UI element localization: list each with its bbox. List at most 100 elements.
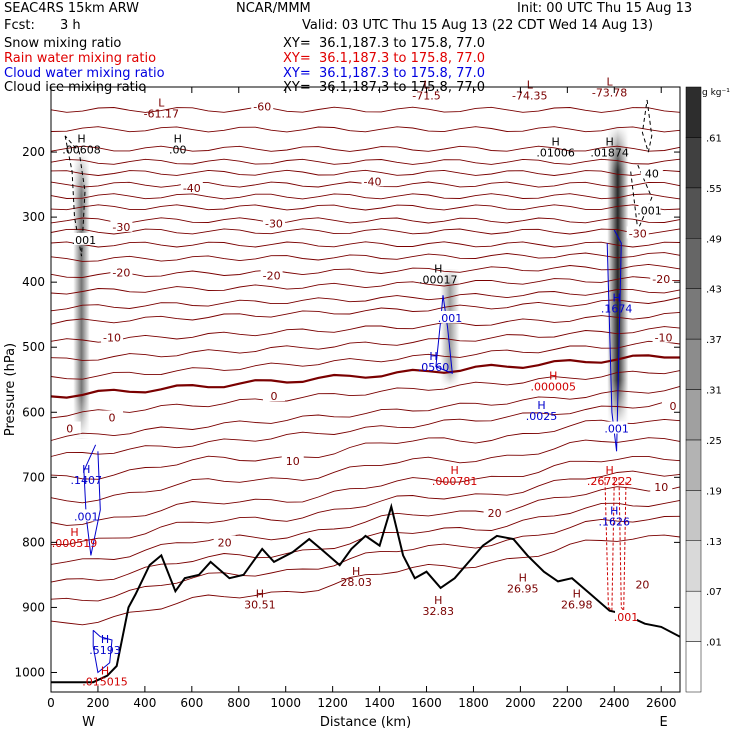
x-tick-label-1: 200 xyxy=(86,696,109,710)
colorbar-unit: g kg⁻¹ xyxy=(702,88,730,98)
contour-label-bg-19 xyxy=(483,506,506,519)
colorbar-segment-5 xyxy=(685,389,702,441)
colorbar: .01 .07 .13 .19 .25 .31 .37 .43 .49 .55 .61 g kg⁻¹ xyxy=(685,86,730,693)
contour-label-bg-22 xyxy=(638,203,661,216)
contour-label-bg-23 xyxy=(438,310,461,323)
x-tick-label-0: 0 xyxy=(47,696,55,710)
colorbar-label-6: .37 xyxy=(706,335,722,346)
annotation-letter-16: H xyxy=(82,463,90,476)
colorbar-segment-4 xyxy=(685,439,702,491)
annotation-value-4: -74.35 xyxy=(512,89,547,102)
mixing-ratio-contours xyxy=(64,99,653,674)
isotherm-line xyxy=(50,515,681,602)
isotherm-line xyxy=(50,437,681,504)
isotherm-line xyxy=(50,470,681,546)
contour-label-bg-2 xyxy=(361,174,384,187)
field-xy-cloud-water: XY= 36.1,187.3 to 175.8, 77.0 xyxy=(283,66,486,81)
isotherm-line xyxy=(50,354,680,399)
valid-time: Valid: 03 UTC Thu 15 Aug 13 (22 CDT Wed … xyxy=(302,18,654,33)
cloud-contour-west xyxy=(83,444,101,556)
contour-label-bg-17 xyxy=(650,480,673,493)
axes: 0 200 400 600 800 1000 1200 1400 1600 1800 2000 220… xyxy=(3,86,681,730)
isotherm-line xyxy=(50,418,681,480)
x-axis-label: Distance (km) xyxy=(320,715,411,730)
field-name-snow: Snow mixing ratio xyxy=(4,36,122,51)
colorbar-segment-6 xyxy=(685,338,702,390)
isotherm-line xyxy=(50,158,681,165)
colorbar-segment-11 xyxy=(685,86,702,138)
annotation-value-17: .000519 xyxy=(52,537,98,550)
y-tick-label-1: 300 xyxy=(22,210,45,224)
colorbar-label-4: .25 xyxy=(706,436,722,447)
cloud-contour-east xyxy=(606,229,622,452)
annotation-letter-18: H xyxy=(352,565,360,578)
contour-label-bg-25 xyxy=(75,509,98,522)
contour-label-25: .001 xyxy=(74,510,99,523)
contour-label-20: 20 xyxy=(635,579,649,592)
contour-label-3: 40 xyxy=(645,168,659,181)
annotation-letter-12: H xyxy=(537,399,545,412)
terrain-line xyxy=(51,502,681,684)
shade-fade-0 xyxy=(73,152,90,439)
isotherm-line xyxy=(50,499,681,583)
contour-label-bg-7 xyxy=(110,265,133,278)
model-name: SEAC4RS 15km ARW xyxy=(4,1,140,16)
isotherm-line xyxy=(50,145,681,152)
x-tick-label-6: 1200 xyxy=(317,696,348,710)
contour-label-7: -20 xyxy=(112,266,130,279)
contour-label-bg-14 xyxy=(262,389,285,402)
contour-label-12: 0 xyxy=(109,411,116,424)
annotation-letter-23: H xyxy=(101,633,109,646)
field-xy-snow: XY= 36.1,187.3 to 175.8, 77.0 xyxy=(283,36,486,51)
isotherm-line xyxy=(50,126,681,133)
y-tick-label-3: 500 xyxy=(22,340,45,354)
colorbar-label-10: .61 xyxy=(706,133,722,144)
isotherm-line xyxy=(50,385,681,441)
snow-contour-west xyxy=(64,135,86,257)
colorbar-segment-9 xyxy=(685,187,702,239)
annotation-letter-1: H xyxy=(174,132,182,145)
annotation-value-16: .1407 xyxy=(70,474,102,487)
isotherm-line xyxy=(50,217,681,224)
isotherm-line xyxy=(50,370,681,419)
annotation-value-9: .0560 xyxy=(418,361,450,374)
contour-label-bg-1 xyxy=(180,180,203,193)
contour-label-bg-6 xyxy=(626,226,649,239)
colorbar-label-7: .43 xyxy=(706,285,722,296)
contour-label-16: 10 xyxy=(286,455,300,468)
y-tick-label-6: 800 xyxy=(22,535,45,549)
contour-label-13: 0 xyxy=(66,423,73,436)
isotherm-line xyxy=(50,241,681,248)
x-tick-label-7: 1400 xyxy=(364,696,395,710)
x-tick-label-13: 2600 xyxy=(646,696,677,710)
contour-label-bg-5 xyxy=(262,216,285,229)
colorbar-label-8: .49 xyxy=(706,234,722,245)
annotation-letter-3: L xyxy=(423,78,430,91)
contour-label-0: -60 xyxy=(253,101,271,114)
isotherm-line xyxy=(50,311,681,343)
colorbar-label-3: .19 xyxy=(706,486,722,497)
annotation-value-3: -71.5 xyxy=(412,89,440,102)
isotherm-line xyxy=(50,289,681,312)
colorbar-segment-8 xyxy=(685,238,702,289)
annotation-letter-11: H xyxy=(549,370,557,383)
contour-label-6: -30 xyxy=(629,227,647,240)
colorbar-segment-1 xyxy=(685,590,702,642)
rain-contour-east xyxy=(604,477,615,612)
annotation-value-20: 32.83 xyxy=(423,605,455,618)
x-tick-label-4: 800 xyxy=(227,696,250,710)
temperature-contours xyxy=(50,106,681,626)
contour-label-bg-18 xyxy=(213,535,236,548)
annotation-value-5: -73.78 xyxy=(592,87,627,100)
contour-label-14: 0 xyxy=(270,390,277,403)
colorbar-label-0: .01 xyxy=(706,638,722,649)
isotherm-line xyxy=(50,204,681,211)
isotherm-line xyxy=(50,276,681,295)
terrain-profile xyxy=(51,502,681,684)
contour-label-bg-3 xyxy=(640,166,663,179)
field-name-cloud-water: Cloud water mixing ratio xyxy=(4,66,165,81)
y-tick-label-0: 200 xyxy=(22,145,45,159)
y-tick-label-5: 700 xyxy=(22,470,45,484)
annotation-value-21: 26.95 xyxy=(507,582,539,595)
